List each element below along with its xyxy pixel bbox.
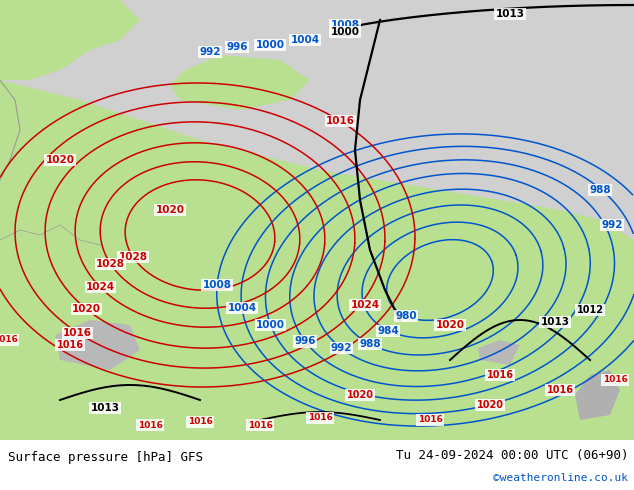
- Text: 992: 992: [601, 220, 623, 230]
- Polygon shape: [170, 55, 310, 110]
- Text: 1016: 1016: [138, 420, 162, 430]
- Text: 1020: 1020: [155, 205, 184, 215]
- Text: 988: 988: [359, 339, 381, 349]
- Text: 1016: 1016: [0, 336, 18, 344]
- Polygon shape: [575, 370, 620, 420]
- Text: 1024: 1024: [351, 300, 380, 310]
- Text: 1000: 1000: [330, 27, 359, 37]
- Text: 1024: 1024: [86, 282, 115, 293]
- Text: 1020: 1020: [347, 390, 373, 400]
- Text: 1013: 1013: [91, 403, 119, 413]
- Polygon shape: [0, 0, 140, 80]
- Text: 1016: 1016: [486, 370, 514, 380]
- Text: 996: 996: [295, 337, 316, 346]
- Polygon shape: [478, 340, 520, 365]
- Text: 984: 984: [378, 326, 399, 336]
- Text: 996: 996: [226, 42, 248, 52]
- Text: 1020: 1020: [477, 400, 503, 410]
- Text: 1012: 1012: [576, 305, 604, 315]
- Text: 1016: 1016: [602, 375, 628, 385]
- Polygon shape: [55, 320, 140, 370]
- Text: 1016: 1016: [56, 340, 84, 350]
- Text: 992: 992: [331, 343, 352, 353]
- Text: 1016: 1016: [247, 420, 273, 430]
- Text: ©weatheronline.co.uk: ©weatheronline.co.uk: [493, 473, 628, 483]
- Text: 1016: 1016: [418, 416, 443, 424]
- Text: 1020: 1020: [72, 304, 101, 314]
- Text: Surface pressure [hPa] GFS: Surface pressure [hPa] GFS: [8, 450, 203, 464]
- Text: 980: 980: [395, 311, 417, 321]
- Text: 1004: 1004: [290, 35, 320, 45]
- Text: 1020: 1020: [46, 155, 75, 165]
- Text: 1016: 1016: [547, 385, 574, 395]
- Text: 1008: 1008: [203, 280, 231, 290]
- Text: 1016: 1016: [307, 414, 332, 422]
- Text: 988: 988: [589, 185, 611, 195]
- Text: 1016: 1016: [188, 417, 212, 426]
- Text: 1013: 1013: [541, 317, 569, 327]
- Text: Tu 24-09-2024 00:00 UTC (06+90): Tu 24-09-2024 00:00 UTC (06+90): [396, 448, 628, 462]
- Text: 1020: 1020: [436, 320, 465, 330]
- Text: 1004: 1004: [228, 303, 257, 313]
- Text: 1008: 1008: [330, 20, 359, 30]
- Text: 1028: 1028: [96, 259, 125, 269]
- Text: 1016: 1016: [326, 116, 354, 126]
- Text: 992: 992: [199, 47, 221, 57]
- Text: 1028: 1028: [119, 252, 147, 262]
- Text: 1000: 1000: [256, 40, 285, 50]
- Text: 1013: 1013: [496, 9, 524, 19]
- Text: 1000: 1000: [256, 320, 285, 330]
- Polygon shape: [0, 80, 634, 440]
- Text: 1016: 1016: [63, 328, 92, 338]
